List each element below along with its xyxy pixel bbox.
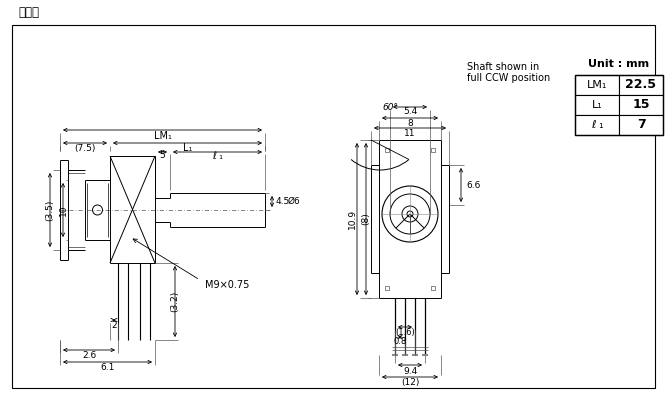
- Text: 外形图: 外形图: [18, 6, 39, 18]
- Bar: [575, 115, 619, 135]
- Text: LM₁: LM₁: [587, 80, 607, 90]
- Bar: [575, 75, 663, 135]
- Text: 0.8: 0.8: [393, 338, 407, 346]
- Bar: [575, 75, 619, 95]
- Text: 60°: 60°: [382, 103, 398, 111]
- Text: L₁: L₁: [592, 100, 603, 110]
- Bar: [431, 286, 435, 290]
- Text: LM₁: LM₁: [154, 131, 172, 141]
- Bar: [619, 75, 663, 95]
- Text: (12): (12): [401, 379, 420, 387]
- Text: 5: 5: [160, 152, 166, 160]
- Text: 6.1: 6.1: [100, 363, 115, 371]
- Text: ℓ ₁: ℓ ₁: [212, 151, 223, 161]
- Text: (3.5): (3.5): [45, 200, 55, 221]
- Text: ℓ ₁: ℓ ₁: [591, 120, 603, 130]
- Text: Shaft shown in: Shaft shown in: [467, 62, 539, 72]
- Bar: [385, 286, 389, 290]
- Text: (3.2): (3.2): [170, 291, 180, 312]
- Text: full CCW position: full CCW position: [467, 73, 550, 83]
- Text: 4.5: 4.5: [276, 197, 291, 206]
- Text: 7: 7: [637, 119, 645, 132]
- Text: L₁: L₁: [183, 143, 192, 153]
- Text: 15: 15: [632, 99, 650, 111]
- Text: 10: 10: [59, 204, 67, 216]
- Text: Unit : mm: Unit : mm: [589, 59, 649, 69]
- Text: (1.6): (1.6): [395, 328, 415, 336]
- Bar: [385, 148, 389, 152]
- Bar: [619, 115, 663, 135]
- Text: 10.9: 10.9: [347, 209, 357, 229]
- Text: M9×0.75: M9×0.75: [205, 280, 249, 290]
- Text: Ø6: Ø6: [288, 197, 301, 206]
- Text: 5.4: 5.4: [403, 107, 417, 117]
- Text: (7.5): (7.5): [74, 144, 96, 152]
- Text: 6.6: 6.6: [466, 180, 480, 190]
- Bar: [619, 95, 663, 115]
- Text: 11: 11: [404, 128, 415, 138]
- Text: 8: 8: [407, 119, 413, 128]
- Bar: [431, 148, 435, 152]
- Text: 2: 2: [111, 320, 117, 330]
- Text: 9.4: 9.4: [403, 367, 417, 375]
- Text: 2.6: 2.6: [82, 350, 96, 359]
- Bar: [575, 95, 619, 115]
- Text: 22.5: 22.5: [625, 79, 657, 91]
- Text: (8): (8): [361, 213, 371, 225]
